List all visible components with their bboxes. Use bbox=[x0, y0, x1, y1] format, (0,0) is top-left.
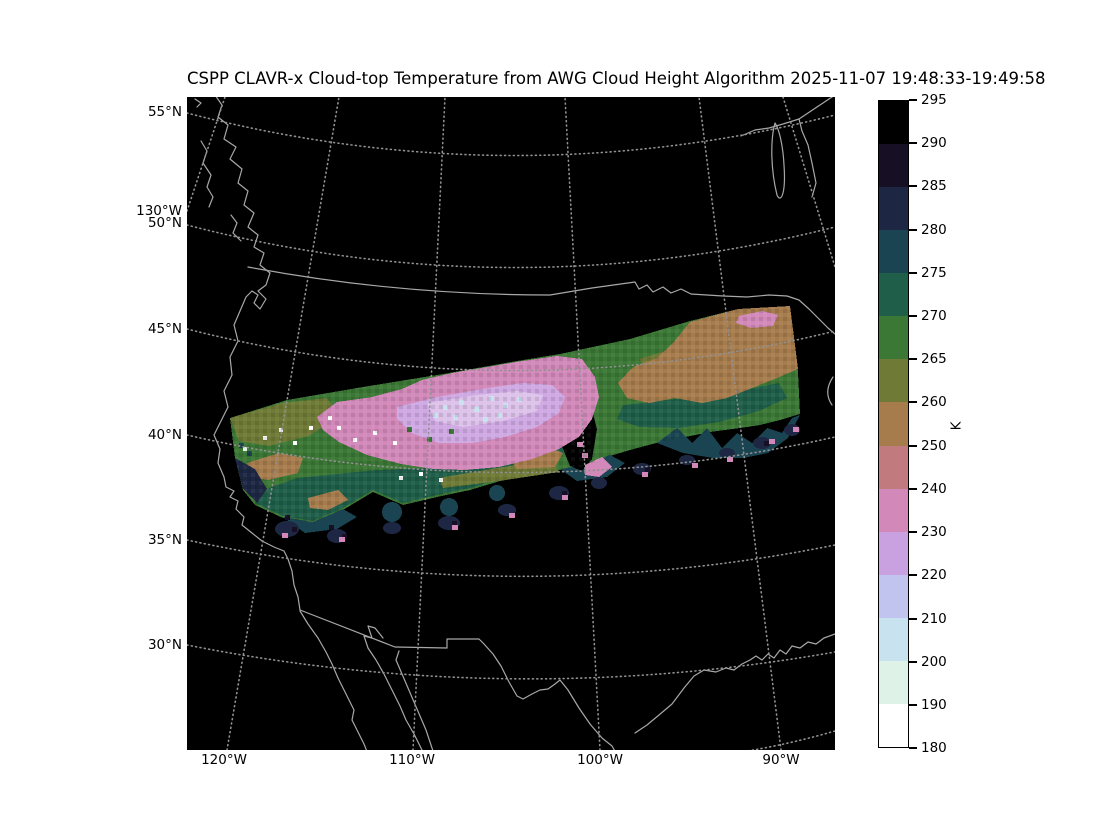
colorbar-segment bbox=[879, 273, 908, 317]
colorbar-tick-label: 275 bbox=[921, 265, 947, 281]
colorbar-tick bbox=[909, 272, 917, 274]
lat-label-35n: 35°N bbox=[147, 531, 182, 548]
colorbar-segment bbox=[879, 187, 908, 231]
colorbar-tick bbox=[909, 401, 917, 403]
colorbar-tick bbox=[909, 704, 917, 706]
graticule bbox=[186, 96, 836, 754]
colorbar-tick-label: 190 bbox=[921, 697, 947, 713]
colorbar-tick-label: 265 bbox=[921, 351, 947, 367]
colorbar-tick-label: 180 bbox=[921, 740, 947, 756]
colorbar-tick-label: 260 bbox=[921, 394, 947, 410]
colorbar-tick bbox=[909, 358, 917, 360]
lat-label-55n: 55°N bbox=[147, 103, 182, 120]
colorbar-unit-label: K bbox=[948, 421, 965, 431]
parallel-50n bbox=[186, 224, 836, 269]
colorbar-tick bbox=[909, 531, 917, 533]
us-canada-border bbox=[247, 266, 836, 335]
colorbar-tick bbox=[909, 185, 917, 187]
colorbar-tick bbox=[909, 99, 917, 101]
colorbar-tick-label: 230 bbox=[921, 524, 947, 540]
colorbar-tick-label: 270 bbox=[921, 308, 947, 324]
colorbar-segment bbox=[879, 445, 908, 489]
colorbar-tick bbox=[909, 747, 917, 749]
colorbar-tick bbox=[909, 229, 917, 231]
colorbar-segment bbox=[879, 101, 908, 145]
small-coast-detail bbox=[230, 214, 242, 242]
colorbar-tick-label: 210 bbox=[921, 611, 947, 627]
lon-label-120w: 120°W bbox=[201, 752, 247, 768]
colorbar-segment bbox=[879, 531, 908, 575]
baja-west-coast bbox=[299, 610, 369, 755]
colorbar-segment bbox=[879, 402, 908, 446]
colorbar-tick bbox=[909, 315, 917, 317]
meridian-90w bbox=[698, 96, 782, 751]
colorbar-tick bbox=[909, 661, 917, 663]
colorbar-tick-label: 240 bbox=[921, 481, 947, 497]
colorbar-tick bbox=[909, 574, 917, 576]
coastlines-borders bbox=[194, 94, 836, 755]
colorbar-tick-label: 220 bbox=[921, 567, 947, 583]
colorbar-segment bbox=[879, 230, 908, 274]
us-mexico-border-rio-grande bbox=[299, 609, 617, 754]
colorbar-segment bbox=[879, 144, 908, 188]
colorbar bbox=[878, 100, 909, 748]
colorbar-tick-label: 200 bbox=[921, 654, 947, 670]
colorbar-tick bbox=[909, 142, 917, 144]
meridian-120w bbox=[226, 96, 340, 751]
colorbar-segment bbox=[879, 316, 908, 360]
data-swath bbox=[230, 306, 800, 543]
parallel-30n bbox=[186, 644, 836, 680]
gulf-of-mexico-coast bbox=[634, 633, 836, 734]
colorbar-tick bbox=[909, 445, 917, 447]
colorbar-segment bbox=[879, 488, 908, 532]
parallel-35n bbox=[186, 539, 836, 578]
colorbar-segment bbox=[879, 359, 908, 403]
meridian-110w bbox=[412, 96, 446, 751]
colorbar-tick-label: 250 bbox=[921, 438, 947, 454]
parallel-25n bbox=[734, 730, 836, 754]
pacific-coast bbox=[213, 94, 301, 611]
lake-superior-shore bbox=[827, 376, 834, 406]
colorbar-segment bbox=[879, 617, 908, 661]
figure-title: CSPP CLAVR-x Cloud-top Temperature from … bbox=[187, 69, 1046, 88]
lon-label-100w: 100°W bbox=[577, 752, 623, 768]
colorbar-tick bbox=[909, 618, 917, 620]
map-axes bbox=[186, 94, 836, 755]
parallel-40n bbox=[186, 434, 836, 474]
lat-label-40n: 40°N bbox=[147, 426, 182, 443]
manitoba-river bbox=[798, 94, 836, 198]
colorbar-segment bbox=[879, 574, 908, 618]
sonora-coast bbox=[395, 650, 435, 755]
parallel-45n bbox=[186, 328, 836, 372]
colorbar-tick-label: 285 bbox=[921, 178, 947, 194]
meridian-80w bbox=[782, 96, 836, 268]
colorbar-tick-label: 280 bbox=[921, 222, 947, 238]
colorbar-segment bbox=[879, 660, 908, 704]
colorbar-segment bbox=[879, 703, 908, 747]
meridian-100w bbox=[564, 96, 601, 751]
saskatchewan-river bbox=[740, 118, 800, 137]
map-canvas bbox=[186, 94, 836, 755]
lat-label-45n: 45°N bbox=[147, 320, 182, 337]
parallel-55n bbox=[186, 112, 836, 157]
colorbar-tick-label: 295 bbox=[921, 92, 947, 108]
baja-east-coast bbox=[363, 625, 425, 755]
lake-winnipeg bbox=[771, 122, 786, 199]
lon-label-90w: 90°W bbox=[762, 752, 800, 768]
lon-label-130w: 130°W bbox=[136, 202, 182, 219]
lon-label-110w: 110°W bbox=[389, 752, 435, 768]
lat-label-30n: 30°N bbox=[147, 636, 182, 653]
colorbar-tick bbox=[909, 488, 917, 490]
colorbar-tick-label: 290 bbox=[921, 135, 947, 151]
lat-label-50n: 50°N bbox=[147, 214, 182, 231]
island-mark bbox=[194, 98, 202, 108]
